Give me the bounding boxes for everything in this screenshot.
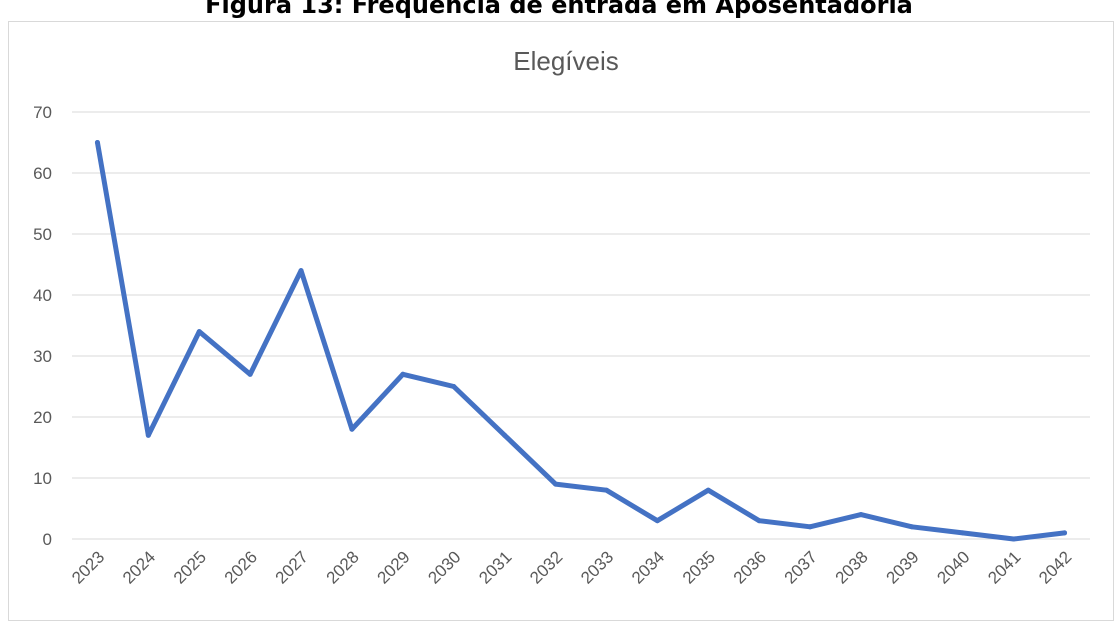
x-tick-label: 2033 <box>577 547 617 587</box>
data-point <box>247 371 253 377</box>
x-tick-label: 2026 <box>221 547 261 587</box>
y-axis-ticks: 0 10 20 30 40 50 60 70 <box>33 103 52 549</box>
data-point <box>603 487 609 493</box>
chart-title: Elegíveis <box>513 46 619 76</box>
x-tick-label: 2030 <box>424 547 464 587</box>
x-axis-ticks: 2023 2024 2025 2026 2027 2028 2029 2030 2031 2032… <box>68 547 1075 587</box>
data-point <box>298 268 304 274</box>
y-tick-label: 40 <box>33 286 52 305</box>
y-tick-label: 10 <box>33 469 52 488</box>
x-tick-label: 2039 <box>882 547 922 587</box>
x-tick-label: 2025 <box>170 547 210 587</box>
data-point <box>909 524 915 530</box>
x-tick-label: 2028 <box>323 547 363 587</box>
x-tick-label: 2036 <box>730 547 770 587</box>
data-point <box>807 524 813 530</box>
y-tick-label: 70 <box>33 103 52 122</box>
data-point <box>654 518 660 524</box>
data-point <box>451 384 457 389</box>
data-point <box>196 329 202 335</box>
y-tick-label: 20 <box>33 408 52 427</box>
data-point <box>1062 530 1068 536</box>
y-tick-label: 50 <box>33 225 52 244</box>
x-tick-label: 2023 <box>68 547 108 587</box>
x-tick-label: 2042 <box>1035 547 1075 587</box>
data-point <box>858 512 864 518</box>
chart-frame <box>8 21 1114 621</box>
gridlines <box>72 111 1090 540</box>
data-point <box>145 432 151 438</box>
series-line <box>94 140 1068 542</box>
data-point <box>1011 536 1017 542</box>
y-tick-label: 30 <box>33 347 52 366</box>
x-tick-label: 2031 <box>475 547 515 587</box>
data-point <box>400 371 406 377</box>
series-layer <box>94 140 1068 542</box>
x-tick-label: 2024 <box>119 547 159 587</box>
data-point <box>94 140 100 145</box>
x-tick-label: 2034 <box>628 547 668 587</box>
data-point <box>502 432 508 438</box>
data-point <box>960 530 966 536</box>
y-tick-label: 0 <box>43 530 52 549</box>
x-tick-label: 2038 <box>832 547 872 587</box>
data-point <box>756 518 762 524</box>
x-tick-label: 2027 <box>272 547 312 587</box>
data-point <box>705 487 711 493</box>
x-tick-label: 2032 <box>526 547 566 587</box>
figure-title: Figura 13: Frequência de entrada em Apos… <box>205 0 913 19</box>
x-tick-label: 2040 <box>933 547 973 587</box>
data-point <box>349 426 355 432</box>
x-tick-label: 2037 <box>781 547 821 587</box>
data-point <box>553 481 559 487</box>
x-tick-label: 2041 <box>984 547 1024 587</box>
x-tick-label: 2035 <box>679 547 719 587</box>
x-tick-label: 2029 <box>373 547 413 587</box>
y-tick-label: 60 <box>33 164 52 183</box>
